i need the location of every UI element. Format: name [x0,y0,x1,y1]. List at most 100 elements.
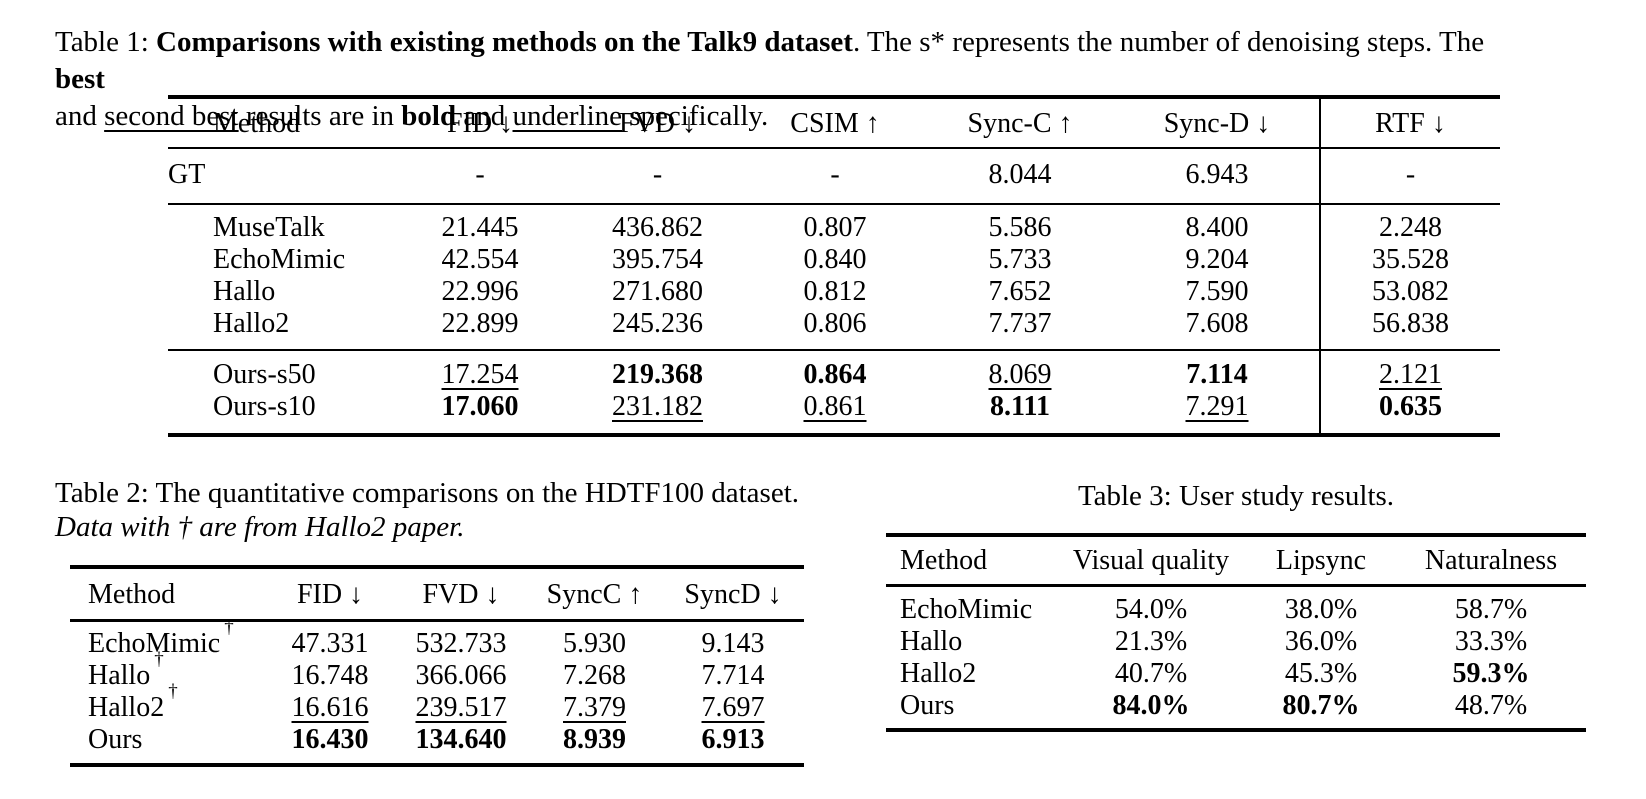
table-cell: 40.7% [1114,658,1188,689]
column-header: FVD ↓ [570,97,745,149]
table-cell: 35.528 [1319,244,1500,276]
column-header: RTF ↓ [1319,97,1500,149]
method-cell: GT [168,148,390,205]
method-cell: Hallo [213,276,276,307]
table-cell: 9.204 [1185,244,1249,275]
caption-text: . The s* represents the number of denois… [852,26,1485,58]
column-header: Method [70,567,265,622]
table-cell: 58.7% [1454,594,1528,625]
table2-caption: Table 2: The quantitative comparisons on… [55,476,825,544]
table3-header-row: Method Visual quality Lipsync Naturalnes… [886,535,1586,587]
table-cell: 8.400 [1185,212,1249,243]
method-cell: Hallo2 [900,658,977,689]
table-cell: 7.608 [1115,308,1320,351]
method-cell: Ours-s50 [213,359,316,390]
table-cell: 2.121 [1319,350,1500,391]
column-header: FVD ↓ [395,567,527,622]
table-cell: 17.254 [441,359,519,390]
table-cell: 17.060 [441,391,519,422]
table-row-echomimic: EchoMimic 42.554 395.754 0.840 5.733 9.2… [168,244,1500,276]
table-cell: 134.640 [415,724,507,755]
table-cell: - [1319,148,1500,205]
column-header: Lipsync [1246,535,1396,587]
caption-text: and [55,100,105,132]
table-cell: 8.044 [925,148,1115,205]
table-cell: - [390,148,570,205]
table-row-echomimic: EchoMimic† 47.331 532.733 5.930 9.143 [70,616,804,661]
caption-italic-note: Data with † are from Hallo2 paper. [55,511,465,543]
method-cell: Ours [88,724,143,755]
table-cell: 7.714 [701,660,765,691]
table-cell: 0.840 [803,244,867,275]
column-header: CSIM ↑ [745,97,925,149]
table-cell: - [570,148,745,205]
table-cell: 7.114 [1186,359,1248,390]
table-cell: 5.586 [988,212,1052,243]
method-cell: Hallo [900,626,963,657]
column-header: Method [886,535,1056,587]
method-cell: EchoMimic† [88,616,234,659]
table-cell: 45.3% [1284,658,1358,689]
table-cell: 219.368 [612,359,703,390]
table3-caption: Table 3: User study results. [886,480,1586,513]
caption-text: Table 2: The quantitative comparisons on… [55,477,800,509]
dagger-mark: † [168,680,178,702]
table-cell: 22.996 [441,276,519,307]
table-cell: 59.3% [1452,658,1530,689]
table-cell: 21.3% [1114,626,1188,657]
column-header: Sync-C ↑ [925,97,1115,149]
table-cell: 36.0% [1284,626,1358,657]
dagger-mark: † [224,616,234,638]
table-row-hallo2: Hallo2 40.7% 45.3% 59.3% [886,658,1586,690]
table-cell: 8.939 [563,724,626,755]
table-cell: 245.236 [570,308,745,351]
table-cell: 6.913 [701,724,765,755]
method-cell: EchoMimic [213,244,346,275]
table-cell: 7.268 [563,660,626,691]
table-cell: 16.748 [291,660,369,691]
table-row-gt: GT - - - 8.044 6.943 - [168,148,1500,205]
table-cell: 532.733 [415,628,507,659]
table-cell: 7.291 [1185,391,1249,422]
table-cell: 2.248 [1319,204,1500,244]
table-row-hallo2: Hallo2 22.899 245.236 0.806 7.737 7.608 … [168,308,1500,351]
method-cell: Hallo† [88,648,164,691]
caption-best-word: best [55,63,105,95]
column-header: Visual quality [1056,535,1246,587]
table-cell: 436.862 [612,212,703,243]
table-cell: 0.812 [803,276,867,307]
table-cell: 22.899 [390,308,570,351]
table-cell: 42.554 [441,244,519,275]
table-cell: 7.737 [925,308,1115,351]
table-cell: 33.3% [1454,626,1528,657]
table-cell: 8.111 [990,391,1050,422]
table-cell: 0.864 [803,359,867,390]
caption-text: Table 1: [55,26,157,58]
method-cell: MuseTalk [213,212,325,243]
table-row-hallo2: Hallo2† 16.616 239.517 7.379 7.697 [70,682,804,724]
table-cell: 7.697 [701,692,765,723]
table-cell: 6.943 [1115,148,1320,205]
caption-bold-title: Comparisons with existing methods on the… [156,26,853,58]
table-cell: 231.182 [612,391,703,422]
method-cell: EchoMimic [900,594,1033,625]
table-cell: 7.379 [563,692,626,723]
table2-header-row: Method FID ↓ FVD ↓ SyncC ↑ SyncD ↓ [70,567,804,622]
table-row-hallo: Hallo 21.3% 36.0% 33.3% [886,626,1586,658]
table-row-echomimic: EchoMimic 54.0% 38.0% 58.7% [886,586,1586,627]
table-cell: 7.652 [988,276,1052,307]
table-cell: 0.861 [803,391,867,422]
table-cell: 84.0% [1112,690,1190,721]
table-cell: 0.807 [803,212,867,243]
table-row-ours-s50: Ours-s50 17.254 219.368 0.864 8.069 7.11… [168,350,1500,391]
table-cell: 395.754 [612,244,703,275]
column-header: SyncD ↓ [662,567,804,622]
column-header: FID ↓ [265,567,395,622]
table-cell: 54.0% [1114,594,1188,625]
table-row-ours: Ours 16.430 134.640 8.939 6.913 [70,724,804,765]
table-row-ours: Ours 84.0% 80.7% 48.7% [886,690,1586,730]
table-cell: 56.838 [1319,308,1500,351]
method-cell: Hallo2 [168,308,390,351]
table1-talk9-results: Method FID ↓ FVD ↓ CSIM ↑ Sync-C ↑ Sync-… [168,95,1500,437]
